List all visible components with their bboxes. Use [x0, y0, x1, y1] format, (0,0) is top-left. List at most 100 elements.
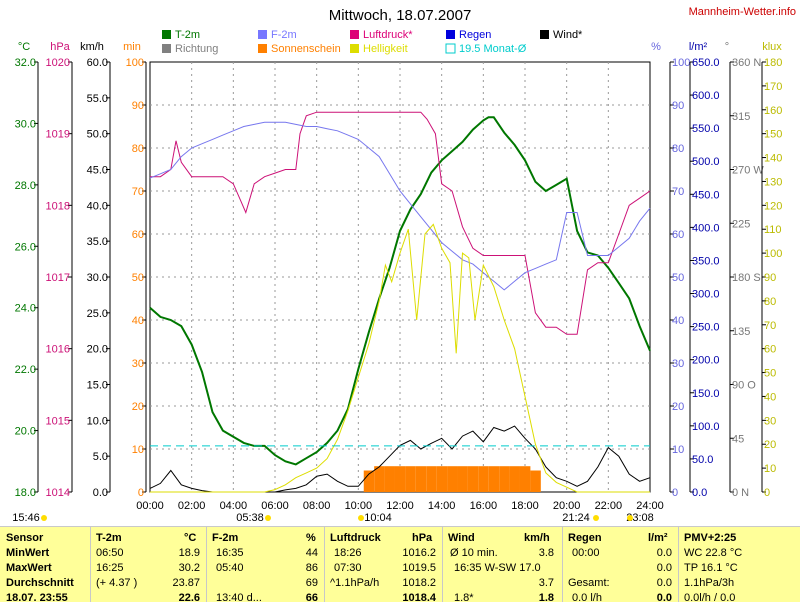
marker-time: 10:04 [364, 512, 392, 524]
tick-label-sun: 70 [132, 186, 144, 198]
sunshine-bar [447, 466, 458, 492]
legend-swatch [258, 30, 267, 39]
x-tick-label: 02:00 [178, 500, 206, 512]
tick-label-humidity: 20 [672, 401, 684, 413]
hum-time: 16:35 [216, 547, 244, 559]
sunshine-bar [384, 466, 395, 492]
tick-label-bright: 170 [764, 81, 782, 93]
x-tick-label: 12:00 [386, 500, 414, 512]
tick-label-temp: 24.0 [15, 303, 36, 315]
tick-label-humidity: 90 [672, 100, 684, 112]
tick-label-humidity: 80 [672, 143, 684, 155]
tick-label-temp: 18.0 [15, 487, 36, 499]
legend-label: Regen [459, 29, 491, 41]
tick-label-rain: 50.0 [692, 454, 713, 466]
legend-label: Helligkeit [363, 43, 408, 55]
hum-value: 66 [305, 592, 318, 604]
legend-label: Sonnenschein [271, 43, 341, 55]
rain-value: 0.0 [656, 547, 672, 559]
x-tick-label: 22:00 [595, 500, 623, 512]
tick-label-bright: 20 [764, 439, 776, 451]
legend-swatch [540, 30, 549, 39]
tick-label-bright: 80 [764, 296, 776, 308]
tick-label-rain: 150.0 [692, 388, 720, 400]
tick-label-dir: 225 [732, 218, 750, 230]
hum-time: 05:40 [216, 562, 244, 574]
tick-label-dir: 360 N [732, 57, 761, 69]
legend-label: 19.5 Monat-Ø [459, 43, 527, 55]
tick-label-dir: 135 [732, 326, 750, 338]
tick-label-pressure: 1016 [46, 344, 70, 356]
tick-label-pressure: 1015 [46, 415, 70, 427]
marker-time: 23:08 [626, 512, 654, 524]
tick-label-sun: 50 [132, 272, 144, 284]
tick-label-sun: 0 [138, 487, 144, 499]
press-head: Luftdruck [330, 532, 381, 544]
tick-label-rain: 350.0 [692, 255, 720, 267]
x-tick-label: 16:00 [470, 500, 498, 512]
temp-value: 18.9 [178, 547, 200, 559]
sunshine-bar [478, 466, 489, 492]
tick-label-pressure: 1017 [46, 272, 70, 284]
legend-label: Wind* [553, 29, 583, 41]
wind-head: Wind [448, 532, 475, 544]
tick-label-humidity: 100 [672, 57, 690, 69]
col-divider [206, 527, 207, 602]
sunshine-bar [467, 466, 479, 492]
tick-label-wind: 45.0 [87, 165, 108, 177]
temp-time: 16:25 [96, 562, 124, 574]
rain-head: Regen [568, 532, 602, 544]
tick-label-wind: 15.0 [87, 380, 108, 392]
tick-label-rain: 500.0 [692, 156, 720, 168]
legend: T-2m Richtung F-2m Sonnenschein Luftdruck* He… [162, 29, 583, 55]
sunshine-bar [363, 470, 375, 492]
row-label: 18.07. 23:55 [6, 592, 68, 604]
tick-label-bright: 0 [764, 487, 770, 499]
series-line-pressure [150, 111, 651, 335]
sensor-head: Sensor [6, 532, 44, 544]
rain-value: 0.0 [656, 562, 672, 574]
row-label: MaxWert [6, 562, 52, 574]
legend-label: Luftdruck* [363, 29, 413, 41]
press-time: 07:30 [334, 562, 362, 574]
sunshine-bars [363, 466, 541, 492]
tick-label-bright: 40 [764, 391, 776, 403]
sunshine-bar [395, 466, 406, 492]
unit-sun: min [123, 41, 141, 53]
temp-time: (+ 4.37 ) [96, 577, 138, 589]
wind-max: 16:35 W-SW 17.0 [454, 562, 541, 574]
wind-unit: km/h [524, 532, 550, 544]
tick-label-dir: 315 [732, 111, 750, 123]
hum-head: F-2m [212, 532, 239, 544]
unit-wind: km/h [80, 41, 104, 53]
tick-label-wind: 0.0 [93, 487, 108, 499]
tick-label-rain: 450.0 [692, 189, 720, 201]
tick-label-bright: 10 [764, 463, 776, 475]
tick-label-wind: 25.0 [87, 308, 108, 320]
marker-time: 21:24 [562, 512, 590, 524]
tick-label-wind: 10.0 [87, 415, 108, 427]
legend-swatch [446, 30, 455, 39]
unit-humidity: % [651, 41, 661, 53]
marker-time: 15:46 [12, 512, 40, 524]
row-label: MinWert [6, 547, 50, 559]
axis-units: °C hPa km/h min% l/m² ° klux [18, 41, 782, 53]
legend-swatch [162, 30, 171, 39]
marker-time: 05:38 [236, 512, 264, 524]
wind-label: 1.8* [454, 592, 474, 604]
tick-label-bright: 110 [764, 224, 782, 236]
tick-label-bright: 90 [764, 272, 776, 284]
tick-label-wind: 60.0 [87, 57, 108, 69]
tick-label-dir: 90 O [732, 380, 756, 392]
x-tick-label: 00:00 [136, 500, 164, 512]
x-tick-label: 20:00 [553, 500, 581, 512]
sunshine-bar [426, 466, 437, 492]
tick-label-rain: 600.0 [692, 90, 720, 102]
legend-swatch [162, 44, 171, 53]
tick-label-bright: 130 [764, 176, 782, 188]
pmv-line: 1.1hPa/3h [684, 577, 735, 589]
tick-label-rain: 250.0 [692, 322, 720, 334]
sunshine-bar [488, 466, 500, 492]
col-divider [562, 527, 563, 602]
hum-unit: % [306, 532, 316, 544]
